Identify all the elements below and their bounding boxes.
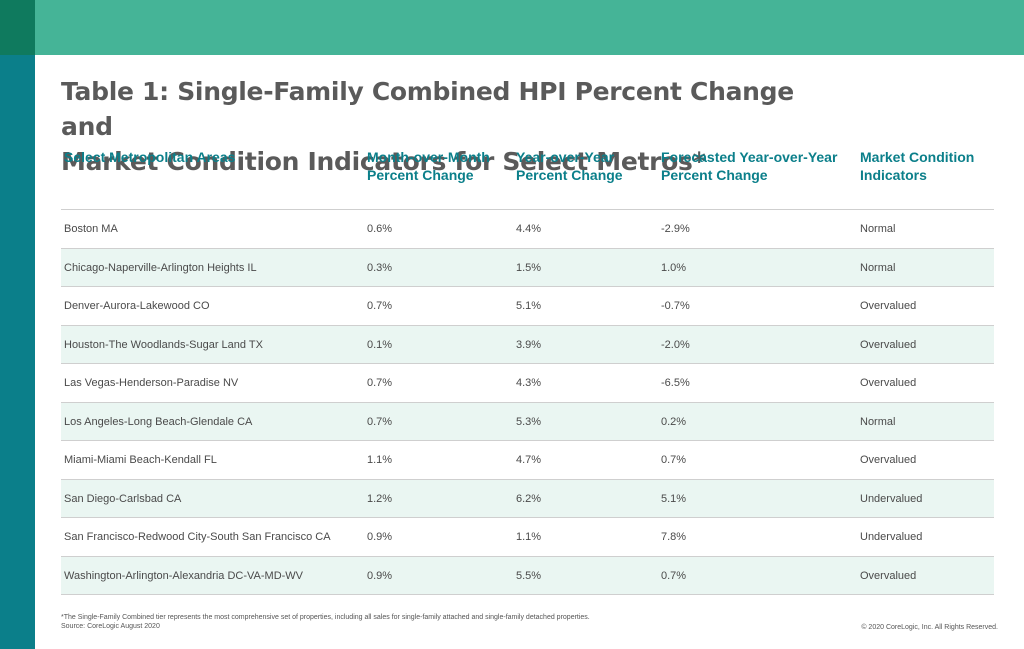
cell-forecast: 0.7%	[661, 569, 687, 582]
cell-forecast: -2.0%	[661, 338, 690, 351]
metro-hpi-table: Select Metropolitan Areas Month-over-Mon…	[61, 146, 994, 595]
cell-mom: 0.9%	[367, 531, 393, 543]
left-sidebar-bar	[0, 55, 35, 649]
cell-indicator: Overvalued	[860, 569, 917, 582]
cell-indicator: Undervalued	[860, 492, 923, 505]
table-row: San Francisco-Redwood City-South San Fra…	[61, 518, 994, 557]
cell-indicator: Normal	[860, 223, 896, 235]
cell-yoy: 1.5%	[516, 261, 542, 274]
cell-indicator: Normal	[860, 261, 896, 274]
cell-area: Miami-Miami Beach-Kendall FL	[64, 454, 217, 466]
cell-indicator: Overvalued	[860, 338, 917, 351]
title-line-2: Market Condition Indicators for Select M…	[61, 147, 706, 176]
cell-forecast: -6.5%	[661, 377, 690, 389]
cell-indicator: Overvalued	[860, 300, 917, 312]
header-month-over-month: Month-over-Month Percent Change	[367, 149, 490, 183]
cell-yoy: 6.2%	[516, 492, 542, 505]
copyright-notice: © 2020 CoreLogic, Inc. All Rights Reserv…	[861, 624, 998, 631]
cell-forecast: -0.7%	[661, 300, 690, 312]
cell-area: Boston MA	[64, 223, 118, 235]
header-select-metropolitan-areas: Select Metropolitan Areas	[64, 149, 236, 165]
cell-forecast: -2.9%	[661, 223, 690, 235]
table-header-row: Select Metropolitan Areas Month-over-Mon…	[61, 146, 994, 210]
footnote-definition: *The Single-Family Combined tier represe…	[61, 614, 590, 621]
cell-area: Washington-Arlington-Alexandria DC-VA-MD…	[64, 569, 304, 582]
cell-forecast: 0.7%	[661, 454, 687, 466]
table-row: Chicago-Naperville-Arlington Heights IL …	[61, 248, 994, 287]
cell-indicator: Overvalued	[860, 377, 917, 389]
corner-block	[0, 0, 35, 55]
cell-mom: 0.6%	[367, 223, 393, 235]
page-title: Table 1: Single-Family Combined HPI Perc…	[61, 74, 821, 179]
cell-yoy: 5.5%	[516, 569, 542, 582]
cell-forecast: 7.8%	[661, 531, 687, 543]
cell-indicator: Normal	[860, 415, 896, 428]
table-row: Las Vegas-Henderson-Paradise NV 0.7% 4.3…	[61, 364, 994, 403]
table-row: Houston-The Woodlands-Sugar Land TX 0.1%…	[61, 325, 994, 364]
cell-area: Houston-The Woodlands-Sugar Land TX	[64, 338, 263, 351]
header-forecasted-year-over-year: Forecasted Year-over-Year Percent Change	[661, 149, 838, 183]
cell-yoy: 3.9%	[516, 338, 542, 351]
cell-area: Denver-Aurora-Lakewood CO	[64, 300, 210, 312]
title-line-1: Table 1: Single-Family Combined HPI Perc…	[61, 77, 794, 141]
cell-mom: 0.7%	[367, 300, 393, 312]
cell-mom: 1.2%	[367, 492, 393, 505]
cell-mom: 0.1%	[367, 338, 393, 351]
table-row: Miami-Miami Beach-Kendall FL 1.1% 4.7% 0…	[61, 441, 994, 480]
cell-indicator: Overvalued	[860, 454, 917, 466]
header-market-condition-indicators: Market Condition Indicators	[860, 149, 975, 183]
cell-forecast: 1.0%	[661, 261, 687, 274]
cell-area: San Diego-Carlsbad CA	[64, 492, 182, 505]
cell-area: Las Vegas-Henderson-Paradise NV	[64, 377, 239, 389]
header-year-over-year: Year-over-Year Percent Change	[516, 149, 623, 183]
cell-yoy: 4.4%	[516, 223, 542, 235]
cell-mom: 0.9%	[367, 569, 393, 582]
cell-mom: 0.7%	[367, 415, 393, 428]
cell-yoy: 5.3%	[516, 415, 542, 428]
cell-area: Chicago-Naperville-Arlington Heights IL	[64, 261, 257, 274]
footnote-source: Source: CoreLogic August 2020	[61, 623, 160, 630]
table-row: Denver-Aurora-Lakewood CO 0.7% 5.1% -0.7…	[61, 287, 994, 326]
table-row: San Diego-Carlsbad CA 1.2% 6.2% 5.1% Und…	[61, 479, 994, 518]
cell-yoy: 4.7%	[516, 454, 542, 466]
cell-mom: 1.1%	[367, 454, 393, 466]
cell-area: San Francisco-Redwood City-South San Fra…	[64, 531, 331, 543]
cell-yoy: 1.1%	[516, 531, 542, 543]
cell-yoy: 5.1%	[516, 300, 542, 312]
cell-area: Los Angeles-Long Beach-Glendale CA	[64, 415, 253, 428]
table-row: Boston MA 0.6% 4.4% -2.9% Normal	[61, 210, 994, 249]
table-row: Washington-Arlington-Alexandria DC-VA-MD…	[61, 556, 994, 595]
cell-mom: 0.7%	[367, 377, 393, 389]
footnote: *The Single-Family Combined tier represe…	[61, 613, 590, 631]
cell-indicator: Undervalued	[860, 531, 923, 543]
cell-forecast: 0.2%	[661, 415, 687, 428]
cell-forecast: 5.1%	[661, 492, 687, 505]
table-row: Los Angeles-Long Beach-Glendale CA 0.7% …	[61, 402, 994, 441]
cell-yoy: 4.3%	[516, 377, 542, 389]
top-banner	[35, 0, 1024, 55]
cell-mom: 0.3%	[367, 261, 393, 274]
